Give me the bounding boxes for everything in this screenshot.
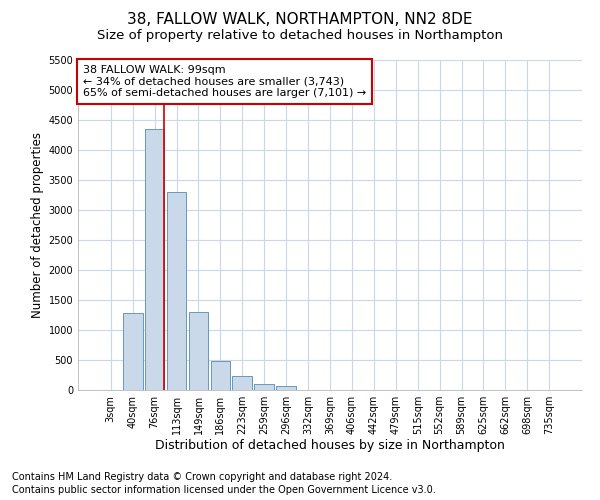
Text: Contains public sector information licensed under the Open Government Licence v3: Contains public sector information licen… [12,485,436,495]
Text: Size of property relative to detached houses in Northampton: Size of property relative to detached ho… [97,29,503,42]
Bar [123,313,143,390]
Text: 38, FALLOW WALK, NORTHAMPTON, NN2 8DE: 38, FALLOW WALK, NORTHAMPTON, NN2 8DE [127,12,473,28]
Text: Contains HM Land Registry data © Crown copyright and database right 2024.: Contains HM Land Registry data © Crown c… [12,472,392,482]
Bar [232,376,252,390]
X-axis label: Distribution of detached houses by size in Northampton: Distribution of detached houses by size … [155,438,505,452]
Bar [145,129,164,390]
Bar [188,312,208,390]
Bar [276,386,296,390]
Bar [211,361,230,390]
Text: 38 FALLOW WALK: 99sqm
← 34% of detached houses are smaller (3,743)
65% of semi-d: 38 FALLOW WALK: 99sqm ← 34% of detached … [83,65,366,98]
Bar [254,384,274,390]
Y-axis label: Number of detached properties: Number of detached properties [31,132,44,318]
Bar [167,192,187,390]
